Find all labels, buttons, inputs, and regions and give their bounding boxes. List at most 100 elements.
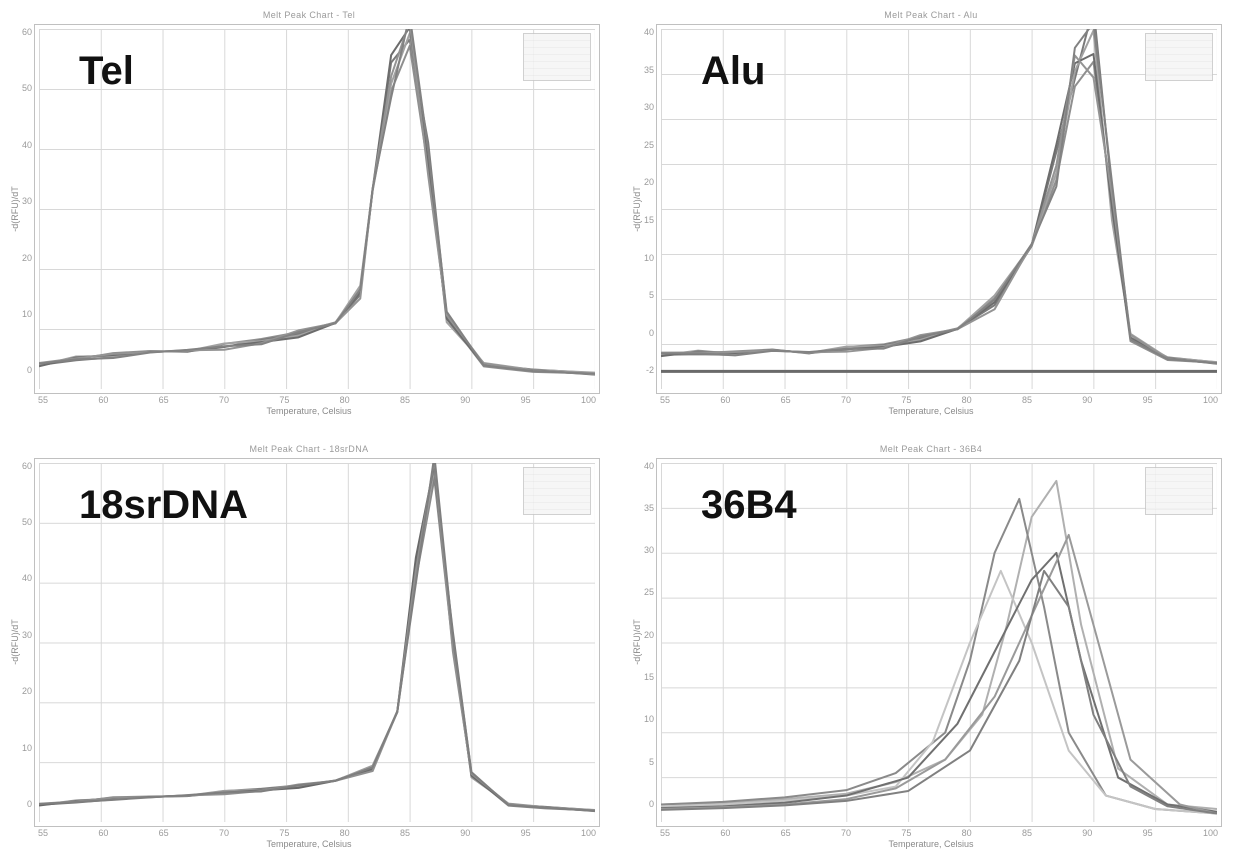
y-tick: -2 [640, 366, 654, 375]
x-tick: 95 [521, 395, 531, 405]
y-tick: 50 [18, 84, 32, 93]
x-tick: 70 [219, 395, 229, 405]
x-tick: 65 [159, 395, 169, 405]
x-tick: 60 [98, 395, 108, 405]
x-tick-labels: 556065707580859095100 [656, 827, 1222, 838]
curve-series [39, 478, 595, 810]
x-tick: 95 [1143, 395, 1153, 405]
curve-series [661, 62, 1217, 363]
panel-tel: Melt Peak Chart - Tel6050403020100Tel-d(… [18, 10, 600, 416]
curve-series [661, 498, 1217, 813]
curve-series [39, 34, 595, 373]
x-tick: 65 [781, 395, 791, 405]
x-tick: 80 [962, 395, 972, 405]
x-tick: 85 [1022, 395, 1032, 405]
x-tick: 100 [581, 395, 596, 405]
x-tick: 70 [841, 395, 851, 405]
panel-alu: Melt Peak Chart - Alu4035302520151050-2A… [640, 10, 1222, 416]
x-tick: 60 [720, 828, 730, 838]
y-axis-title: -d(RFU)/dT [10, 620, 20, 666]
y-tick: 30 [18, 631, 32, 640]
y-tick-labels: 4035302520151050-2 [640, 24, 656, 394]
y-tick: 10 [18, 744, 32, 753]
y-axis-title: -d(RFU)/dT [632, 620, 642, 666]
curve-series [661, 480, 1217, 808]
plot-area: Alu [656, 24, 1222, 394]
y-tick: 35 [640, 66, 654, 75]
x-tick: 95 [1143, 828, 1153, 838]
y-tick: 10 [640, 254, 654, 263]
y-tick: 60 [18, 28, 32, 37]
y-tick-labels: 60 50 40 30 20 10 0 [18, 458, 34, 828]
y-tick-labels: 6050403020100 [18, 24, 34, 394]
y-tick: 25 [640, 141, 654, 150]
y-tick: 30 [640, 103, 654, 112]
x-tick-labels: 556065707580859095100 [656, 394, 1222, 405]
curve-series [661, 54, 1217, 364]
x-tick: 60 [98, 828, 108, 838]
x-tick: 90 [1082, 395, 1092, 405]
y-tick: 50 [18, 518, 32, 527]
curve-series [661, 29, 1217, 363]
y-tick: 20 [640, 631, 654, 640]
curve-series [661, 570, 1217, 813]
curve-series [661, 29, 1217, 362]
curve-series [39, 29, 595, 374]
curve-series [39, 474, 595, 810]
curve-series [661, 570, 1217, 813]
x-tick: 60 [720, 395, 730, 405]
panel-small-title: Melt Peak Chart - Alu [640, 10, 1222, 22]
x-tick: 80 [962, 828, 972, 838]
plot-outer: 605040302010018srDNA-d(RFU)/dT [18, 458, 600, 828]
curve-series [39, 464, 595, 810]
x-tick: 55 [38, 395, 48, 405]
y-tick: 20 [18, 254, 32, 263]
y-tick: 5 [640, 758, 654, 767]
x-axis-title: Temperature, Celsius [640, 406, 1222, 416]
curves-svg [661, 463, 1217, 823]
plot-area: 36B4 [656, 458, 1222, 828]
y-tick: 0 [18, 800, 32, 809]
x-tick: 85 [400, 828, 410, 838]
x-tick: 80 [340, 395, 350, 405]
curve-series [39, 463, 595, 811]
y-tick: 0 [640, 800, 654, 809]
x-tick: 75 [901, 395, 911, 405]
y-tick: 40 [18, 574, 32, 583]
x-tick: 55 [660, 395, 670, 405]
x-tick: 80 [340, 828, 350, 838]
panel-r18s: Melt Peak Chart - 18srDNA605040302010018… [18, 444, 600, 850]
plot-outer: 403530252015105036B4-d(RFU)/dT [640, 458, 1222, 828]
x-tick: 85 [1022, 828, 1032, 838]
x-tick: 90 [460, 828, 470, 838]
x-tick: 75 [279, 828, 289, 838]
y-tick: 0 [18, 366, 32, 375]
curve-series [661, 56, 1217, 364]
curve-series [39, 40, 595, 373]
chart-grid: Melt Peak Chart - Tel6050403020100Tel-d(… [18, 10, 1222, 849]
curves-svg [39, 29, 595, 389]
panel-small-title: Melt Peak Chart - Tel [18, 10, 600, 22]
plot-outer: 6050403020100Tel-d(RFU)/dT [18, 24, 600, 394]
y-tick: 30 [18, 197, 32, 206]
y-tick: 20 [18, 687, 32, 696]
y-tick: 40 [640, 462, 654, 471]
curves-svg [39, 463, 595, 823]
x-tick-labels: 556065707580859095100 [34, 394, 600, 405]
y-tick: 15 [640, 216, 654, 225]
x-tick: 100 [581, 828, 596, 838]
x-tick: 70 [219, 828, 229, 838]
curve-series [39, 463, 595, 811]
x-tick: 65 [159, 828, 169, 838]
curve-series [39, 469, 595, 810]
y-axis-title: -d(RFU)/dT [632, 186, 642, 232]
x-tick: 55 [38, 828, 48, 838]
x-tick: 75 [901, 828, 911, 838]
y-tick: 35 [640, 504, 654, 513]
y-tick: 60 [18, 462, 32, 471]
panel-small-title: Melt Peak Chart - 18srDNA [18, 444, 600, 456]
y-tick: 0 [640, 329, 654, 338]
x-axis-title: Temperature, Celsius [640, 839, 1222, 849]
curve-series [661, 31, 1217, 362]
y-tick: 10 [18, 310, 32, 319]
